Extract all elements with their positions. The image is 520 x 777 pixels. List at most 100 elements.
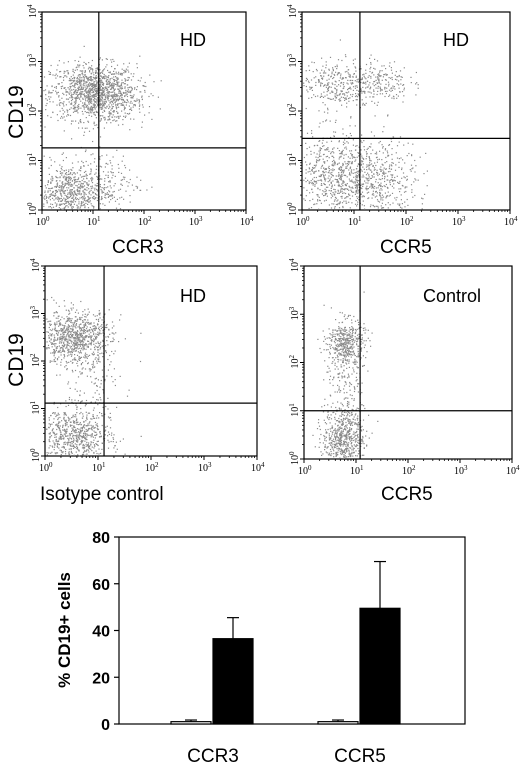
scatter-point bbox=[398, 158, 400, 160]
scatter-point bbox=[79, 430, 82, 432]
scatter-point bbox=[78, 127, 80, 129]
scatter-point bbox=[99, 103, 101, 105]
scatter-point bbox=[105, 107, 107, 109]
scatter-point bbox=[92, 187, 94, 189]
scatter-point bbox=[361, 92, 363, 94]
scatter-point bbox=[80, 185, 82, 187]
scatter-point bbox=[63, 437, 65, 439]
scatter-point bbox=[75, 196, 77, 198]
scatter-point bbox=[417, 84, 419, 86]
scatter-point bbox=[366, 86, 368, 88]
scatter-point bbox=[94, 158, 96, 160]
scatter-point bbox=[85, 104, 87, 106]
scatter-point bbox=[76, 198, 79, 200]
scatter-point bbox=[400, 194, 402, 196]
scatter-point bbox=[88, 95, 90, 97]
scatter-point bbox=[120, 183, 122, 185]
scatter-point bbox=[403, 176, 405, 178]
scatter-point bbox=[352, 93, 354, 96]
scatter-point bbox=[77, 312, 79, 314]
scatter-point bbox=[80, 318, 82, 320]
scatter-point bbox=[65, 360, 67, 363]
scatter-point bbox=[89, 200, 91, 202]
scatter-point bbox=[125, 79, 127, 81]
scatter-point bbox=[318, 154, 320, 156]
scatter-point bbox=[388, 166, 391, 168]
scatter-point bbox=[79, 206, 81, 208]
scatter-point bbox=[46, 102, 48, 105]
scatter-point bbox=[90, 323, 92, 325]
scatter-point bbox=[349, 174, 352, 176]
scatter-point bbox=[113, 434, 115, 436]
scatter-point bbox=[337, 185, 340, 187]
scatter-point bbox=[120, 172, 123, 174]
scatter-point bbox=[132, 106, 134, 108]
scatter-point bbox=[338, 140, 340, 142]
scatter-point bbox=[378, 185, 380, 187]
scatter-point bbox=[73, 187, 75, 189]
scatter-point bbox=[326, 149, 328, 151]
scatter-point bbox=[124, 87, 126, 89]
scatter-point bbox=[386, 195, 388, 197]
scatter-point bbox=[101, 196, 103, 198]
scatter-point bbox=[78, 449, 80, 451]
scatter-point bbox=[107, 86, 109, 88]
scatter-point bbox=[82, 440, 84, 442]
scatter-point bbox=[102, 69, 105, 71]
scatter-point bbox=[396, 157, 399, 159]
scatter-point bbox=[82, 98, 84, 100]
scatter-point bbox=[60, 347, 62, 349]
scatter-point bbox=[313, 176, 315, 179]
scatter-point bbox=[74, 340, 76, 342]
scatter-point bbox=[79, 98, 81, 100]
scatter-point bbox=[56, 191, 59, 193]
scatter-point bbox=[324, 95, 326, 97]
scatter-point bbox=[107, 369, 109, 371]
scatter-point bbox=[323, 161, 325, 163]
scatter-point bbox=[94, 328, 96, 330]
scatter-point bbox=[391, 185, 393, 187]
scatter-point bbox=[416, 82, 418, 84]
scatter-point bbox=[107, 163, 109, 165]
scatter-point bbox=[46, 85, 48, 87]
scatter-point bbox=[48, 347, 50, 349]
scatter-point bbox=[363, 205, 365, 207]
scatter-point bbox=[130, 100, 132, 102]
scatter-point bbox=[110, 85, 112, 87]
scatter-point bbox=[75, 327, 77, 329]
scatter-point bbox=[339, 185, 341, 187]
scatter-point bbox=[363, 149, 366, 151]
scatter-point bbox=[63, 336, 65, 338]
scatter-point bbox=[415, 83, 417, 85]
scatter-point bbox=[56, 312, 58, 314]
scatter-point bbox=[100, 72, 102, 74]
scatter-point bbox=[103, 76, 105, 78]
scatter-point bbox=[360, 88, 362, 90]
scatter-point bbox=[56, 452, 58, 454]
scatter-point bbox=[104, 178, 106, 180]
scatter-point bbox=[306, 89, 308, 91]
scatter-point bbox=[366, 192, 368, 194]
scatter-point bbox=[94, 124, 96, 126]
scatter-point bbox=[77, 365, 79, 367]
scatter-point bbox=[366, 153, 368, 155]
scatter-point bbox=[86, 354, 88, 356]
scatter-point bbox=[321, 82, 323, 85]
scatter-point bbox=[92, 331, 94, 333]
scatter-point bbox=[325, 61, 327, 63]
scatter-point bbox=[344, 139, 346, 141]
scatter-point bbox=[112, 103, 114, 105]
scatter-point bbox=[63, 417, 65, 419]
scatter-point bbox=[371, 100, 373, 102]
scatter-point bbox=[388, 195, 390, 197]
scatter-point bbox=[76, 423, 78, 425]
scatter-point bbox=[67, 331, 69, 333]
scatter-point bbox=[67, 109, 69, 112]
scatter-point bbox=[84, 352, 87, 354]
scatter-point bbox=[48, 70, 50, 73]
scatter-point bbox=[107, 94, 109, 97]
scatter-point bbox=[379, 70, 381, 72]
scatter-point bbox=[323, 111, 326, 113]
scatter-point bbox=[113, 97, 115, 99]
scatter-point bbox=[99, 186, 101, 188]
